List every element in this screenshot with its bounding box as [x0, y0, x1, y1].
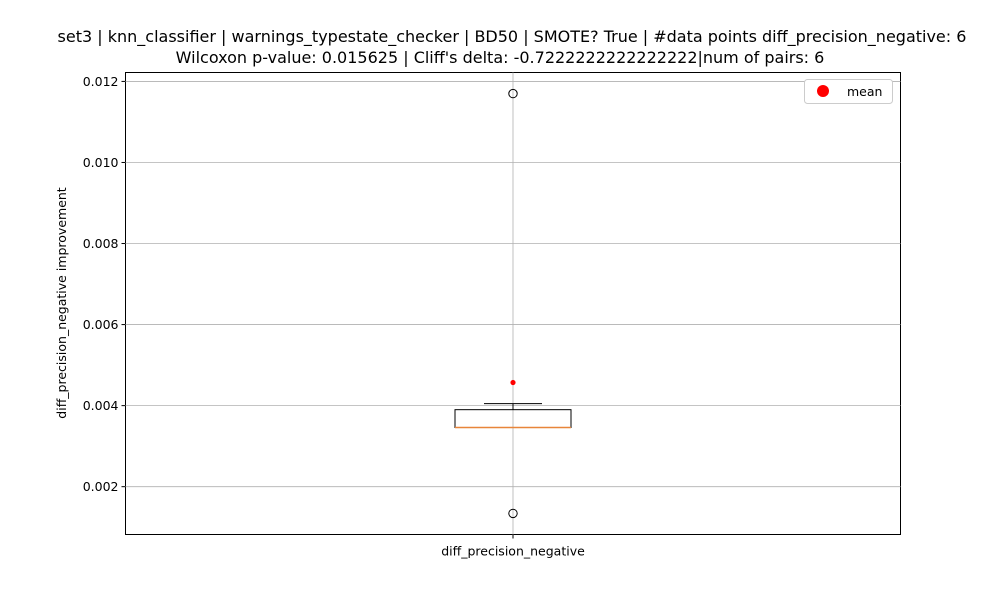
y-axis-ticks: 0.002 0.004 0.006 0.008 0.010 0.012	[83, 74, 126, 494]
legend-box	[804, 79, 893, 104]
outlier-point	[508, 88, 518, 99]
legend-mean-marker	[817, 85, 829, 97]
y-tick-label: 0.004	[83, 398, 119, 413]
legend: mean	[804, 79, 893, 104]
mean-marker	[510, 379, 516, 386]
grid-lines	[125, 72, 901, 535]
box-group	[454, 88, 572, 519]
y-tick-label: 0.006	[83, 317, 119, 332]
y-tick-label: 0.002	[83, 479, 119, 494]
legend-label-mean: mean	[847, 84, 882, 99]
x-axis-ticks: diff_precision_negative	[441, 534, 585, 559]
chart-title-line-2: Wilcoxon p-value: 0.015625 | Cliff's del…	[175, 48, 825, 67]
x-tick-label: diff_precision_negative	[441, 544, 585, 559]
y-tick-label: 0.010	[83, 155, 119, 170]
outlier-point	[508, 508, 518, 519]
y-axis-label: diff_precision_negative improvement	[54, 187, 69, 419]
y-tick-label: 0.008	[83, 236, 119, 251]
y-tick-label: 0.012	[83, 74, 119, 89]
chart-title-line-1: set3 | knn_classifier | warnings_typesta…	[57, 27, 967, 46]
